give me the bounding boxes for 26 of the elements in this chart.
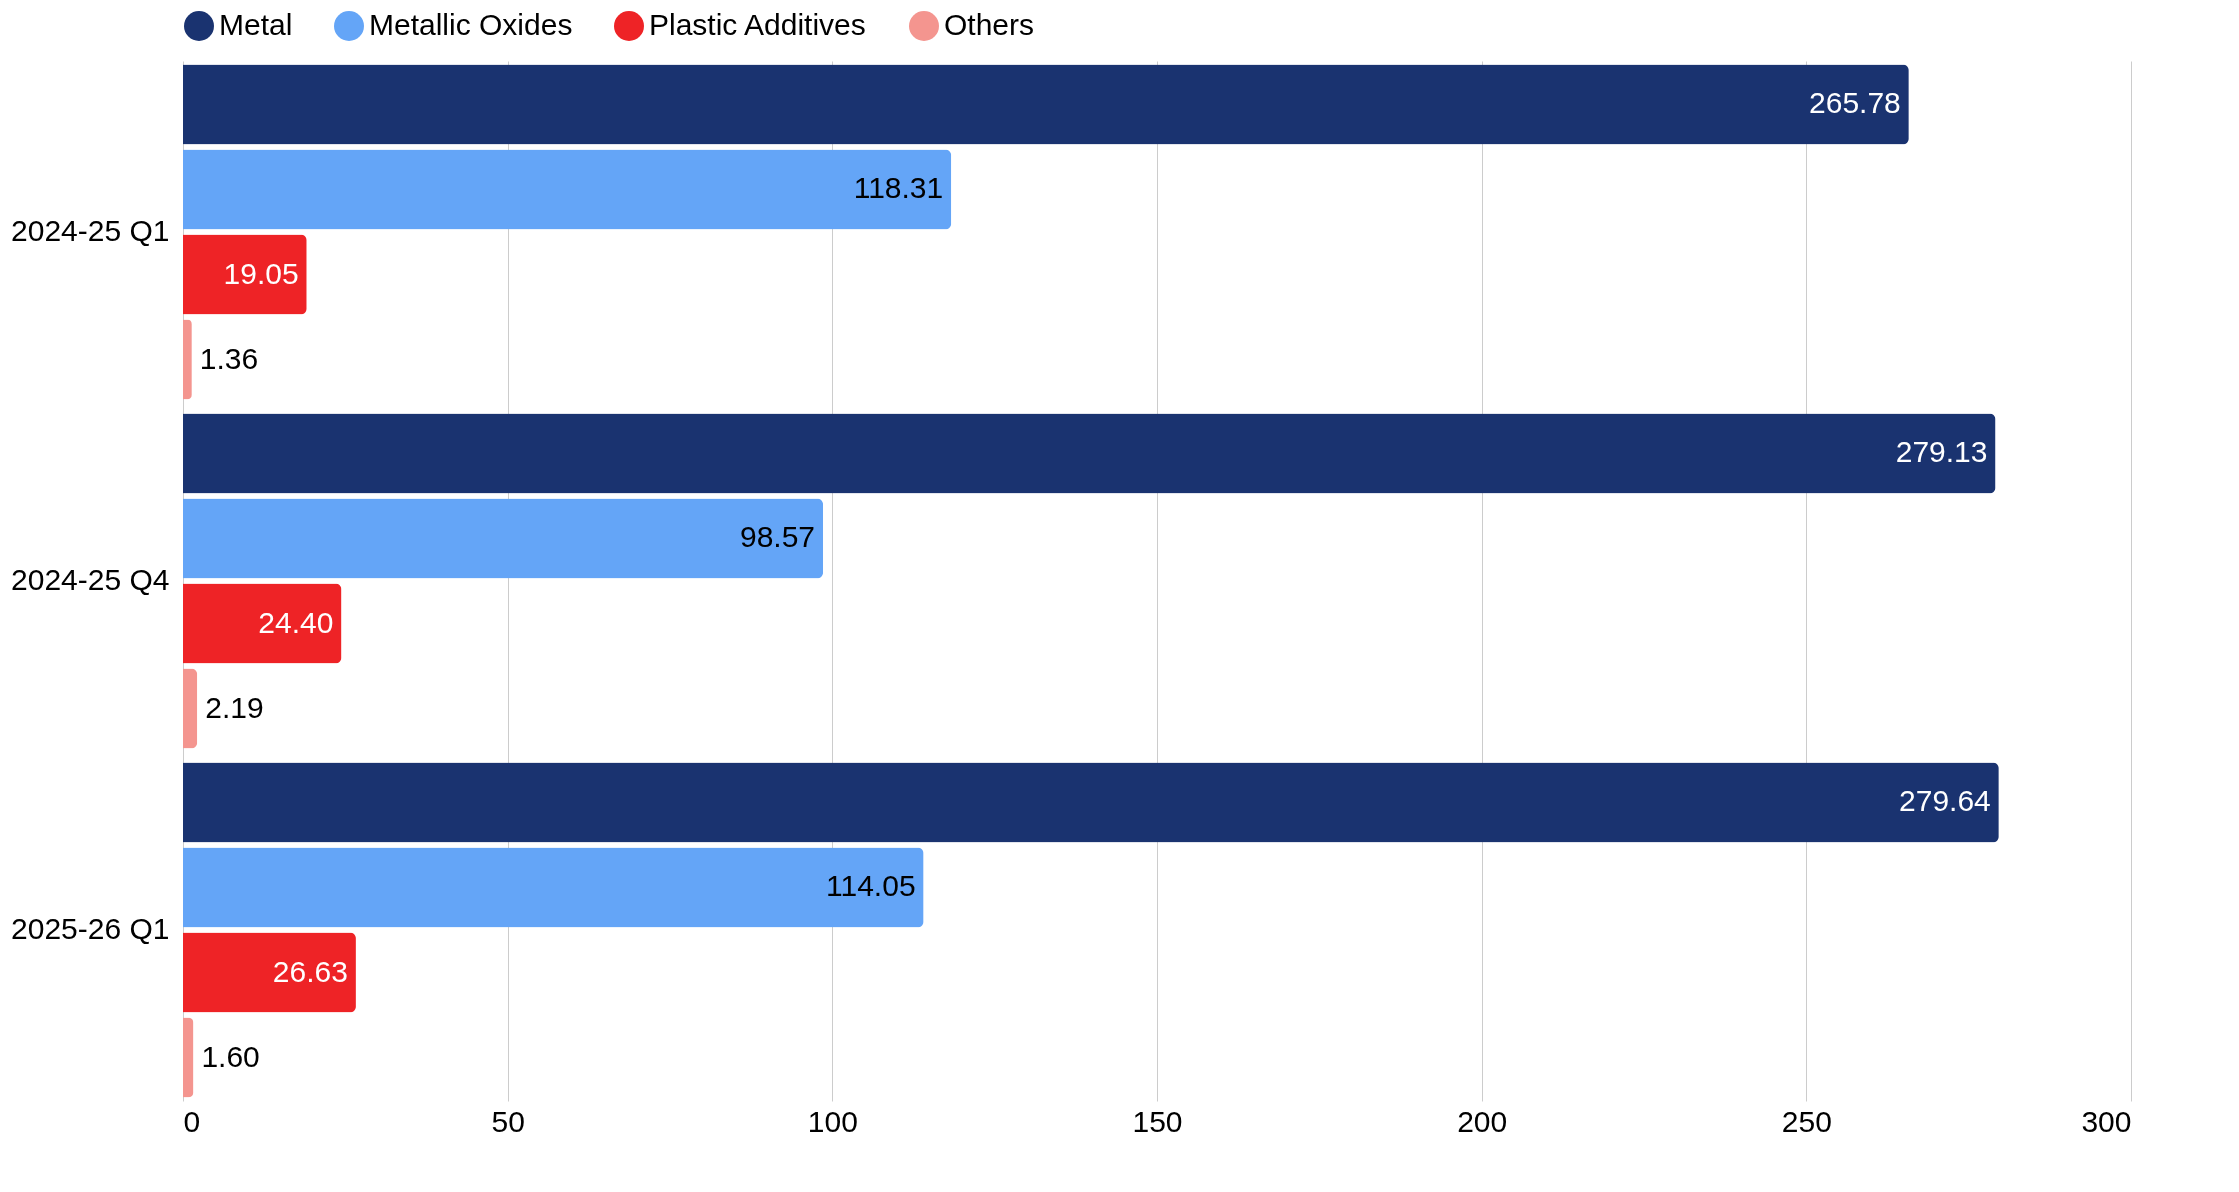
- y-tick-label: 2024-25 Q4: [11, 563, 170, 596]
- data-label: 24.40: [258, 605, 334, 639]
- legend-label: Others: [944, 8, 1035, 41]
- x-tick-label: 300: [2081, 1104, 2132, 1138]
- x-tick-label: 0: [183, 1104, 201, 1138]
- y-tick-label: 2025-26 Q1: [11, 911, 170, 945]
- data-label: 2.19: [205, 690, 264, 724]
- data-label: 114.05: [826, 869, 916, 903]
- legend-label: Plastic Additives: [649, 8, 866, 41]
- data-label: 26.63: [272, 954, 348, 988]
- legend-label: Metal: [219, 8, 293, 41]
- legend-label: Metallic Oxides: [369, 8, 573, 41]
- data-label: 279.64: [1899, 784, 1991, 818]
- data-label: 279.13: [1895, 435, 1988, 469]
- data-label: 1.60: [201, 1039, 260, 1073]
- x-tick-label: 200: [1457, 1104, 1508, 1138]
- x-tick-label: 100: [807, 1104, 858, 1138]
- x-tick-label: 250: [1781, 1104, 1832, 1138]
- data-label: 19.05: [223, 256, 299, 290]
- x-tick-label: 50: [491, 1104, 525, 1138]
- data-label: 1.36: [199, 341, 259, 375]
- data-label: 265.78: [1809, 86, 1901, 120]
- data-label: 98.57: [739, 520, 816, 554]
- y-tick-label: 2024-25 Q1: [11, 214, 170, 248]
- data-label: 118.31: [853, 171, 944, 205]
- x-tick-label: 150: [1132, 1104, 1183, 1138]
